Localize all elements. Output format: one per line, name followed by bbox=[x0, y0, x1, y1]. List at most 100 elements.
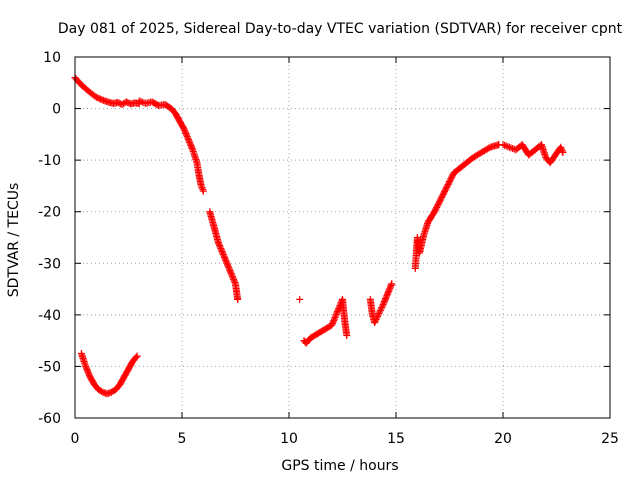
data-point-marker bbox=[222, 258, 230, 266]
data-point-marker bbox=[228, 271, 236, 279]
data-point-marker bbox=[219, 249, 227, 257]
data-point-marker bbox=[216, 242, 224, 250]
x-tick-label: 15 bbox=[387, 431, 405, 447]
data-point-marker bbox=[229, 274, 237, 282]
data-point-marker bbox=[372, 316, 380, 324]
grid-lines bbox=[75, 57, 610, 418]
series-arc-upper-2 bbox=[135, 97, 207, 195]
data-point-marker bbox=[82, 364, 90, 372]
data-point-marker bbox=[388, 280, 396, 288]
data-point-marker bbox=[378, 304, 386, 312]
data-point-marker bbox=[386, 284, 394, 292]
series-arc-steep-drop bbox=[206, 208, 242, 303]
data-point-marker bbox=[371, 317, 379, 325]
data-point-marker bbox=[375, 310, 383, 318]
data-point-marker bbox=[386, 283, 394, 291]
data-point-marker bbox=[187, 141, 195, 149]
data-point-marker bbox=[187, 143, 195, 151]
data-point-marker bbox=[376, 308, 384, 316]
data-point-marker bbox=[220, 252, 228, 260]
data-point-marker bbox=[223, 259, 231, 267]
data-point-marker bbox=[217, 246, 225, 254]
data-point-marker bbox=[373, 313, 381, 321]
series-arc-rise bbox=[411, 141, 503, 272]
y-tick-label: -40 bbox=[38, 308, 61, 324]
data-point-marker bbox=[220, 253, 228, 261]
y-axis-label: SDTVAR / TECUs bbox=[6, 183, 22, 298]
data-point-marker bbox=[227, 270, 235, 278]
data-point-marker bbox=[181, 128, 189, 136]
data-point-marker bbox=[219, 250, 227, 258]
x-axis-label: GPS time / hours bbox=[281, 458, 398, 474]
data-point-marker bbox=[224, 262, 232, 270]
data-point-marker bbox=[82, 362, 90, 370]
y-tick-label: -50 bbox=[38, 359, 61, 375]
data-point-marker bbox=[218, 247, 226, 255]
data-point-marker bbox=[197, 182, 205, 190]
data-point-marker bbox=[186, 140, 194, 148]
data-point-marker bbox=[333, 309, 341, 317]
data-point-marker bbox=[331, 314, 339, 322]
y-tick-label: 10 bbox=[43, 50, 61, 66]
y-tick-label: 0 bbox=[52, 102, 61, 118]
data-point-marker bbox=[83, 365, 91, 373]
data-point-marker bbox=[380, 298, 388, 306]
data-point-marker bbox=[557, 143, 565, 151]
data-point-marker bbox=[507, 144, 515, 152]
plot-frame bbox=[74, 56, 611, 419]
data-point-marker bbox=[215, 240, 223, 248]
data-point-marker bbox=[505, 143, 513, 151]
data-point-marker bbox=[330, 315, 338, 323]
data-point-marker bbox=[184, 136, 192, 144]
data-point-marker bbox=[226, 267, 234, 275]
data-point-marker bbox=[227, 268, 235, 276]
data-point-marker bbox=[216, 243, 224, 251]
data-point-marker bbox=[499, 141, 507, 149]
data-point-marker bbox=[501, 141, 509, 149]
y-tick-label: -60 bbox=[38, 411, 61, 427]
data-point-marker bbox=[234, 295, 242, 303]
chart-title: Day 081 of 2025, Sidereal Day-to-day VTE… bbox=[58, 21, 623, 37]
data-point-marker bbox=[85, 370, 93, 378]
data-point-marker bbox=[558, 147, 566, 155]
data-point-marker bbox=[382, 293, 390, 301]
data-point-marker bbox=[230, 277, 238, 285]
data-point-marker bbox=[180, 125, 188, 133]
data-point-marker bbox=[182, 130, 190, 138]
data-point-marker bbox=[328, 321, 336, 329]
data-point-marker bbox=[185, 137, 193, 145]
data-series bbox=[71, 74, 567, 398]
data-point-marker bbox=[222, 256, 230, 264]
data-point-marker bbox=[559, 148, 567, 156]
y-tick-label: -10 bbox=[38, 153, 61, 169]
data-point-marker bbox=[376, 307, 384, 315]
data-point-marker bbox=[378, 302, 386, 310]
x-tick-label: 20 bbox=[494, 431, 512, 447]
data-point-marker bbox=[217, 245, 225, 253]
data-point-marker bbox=[231, 278, 239, 286]
data-point-marker bbox=[333, 308, 341, 316]
data-point-marker bbox=[373, 314, 381, 322]
x-tick-label: 25 bbox=[601, 431, 619, 447]
series-arc-plateau bbox=[499, 141, 567, 167]
data-point-marker bbox=[329, 318, 337, 326]
data-point-marker bbox=[343, 331, 351, 339]
data-point-marker bbox=[383, 290, 391, 298]
data-point-marker bbox=[504, 143, 512, 151]
y-tick-label: -30 bbox=[38, 256, 61, 272]
x-tick-label: 10 bbox=[280, 431, 298, 447]
data-point-marker bbox=[84, 368, 92, 376]
y-axis-ticks: 10 0 -10 -20 -30 -40 -50 -60 bbox=[38, 50, 610, 427]
data-point-marker bbox=[374, 311, 382, 319]
series-arc-midday-low bbox=[296, 280, 396, 347]
data-point-marker bbox=[132, 353, 140, 361]
data-point-marker bbox=[199, 187, 207, 195]
data-point-marker bbox=[184, 134, 192, 142]
data-point-marker bbox=[183, 133, 191, 141]
data-point-marker bbox=[225, 264, 233, 272]
data-point-marker bbox=[230, 275, 238, 283]
data-point-marker bbox=[377, 305, 385, 313]
data-point-marker bbox=[214, 239, 222, 247]
